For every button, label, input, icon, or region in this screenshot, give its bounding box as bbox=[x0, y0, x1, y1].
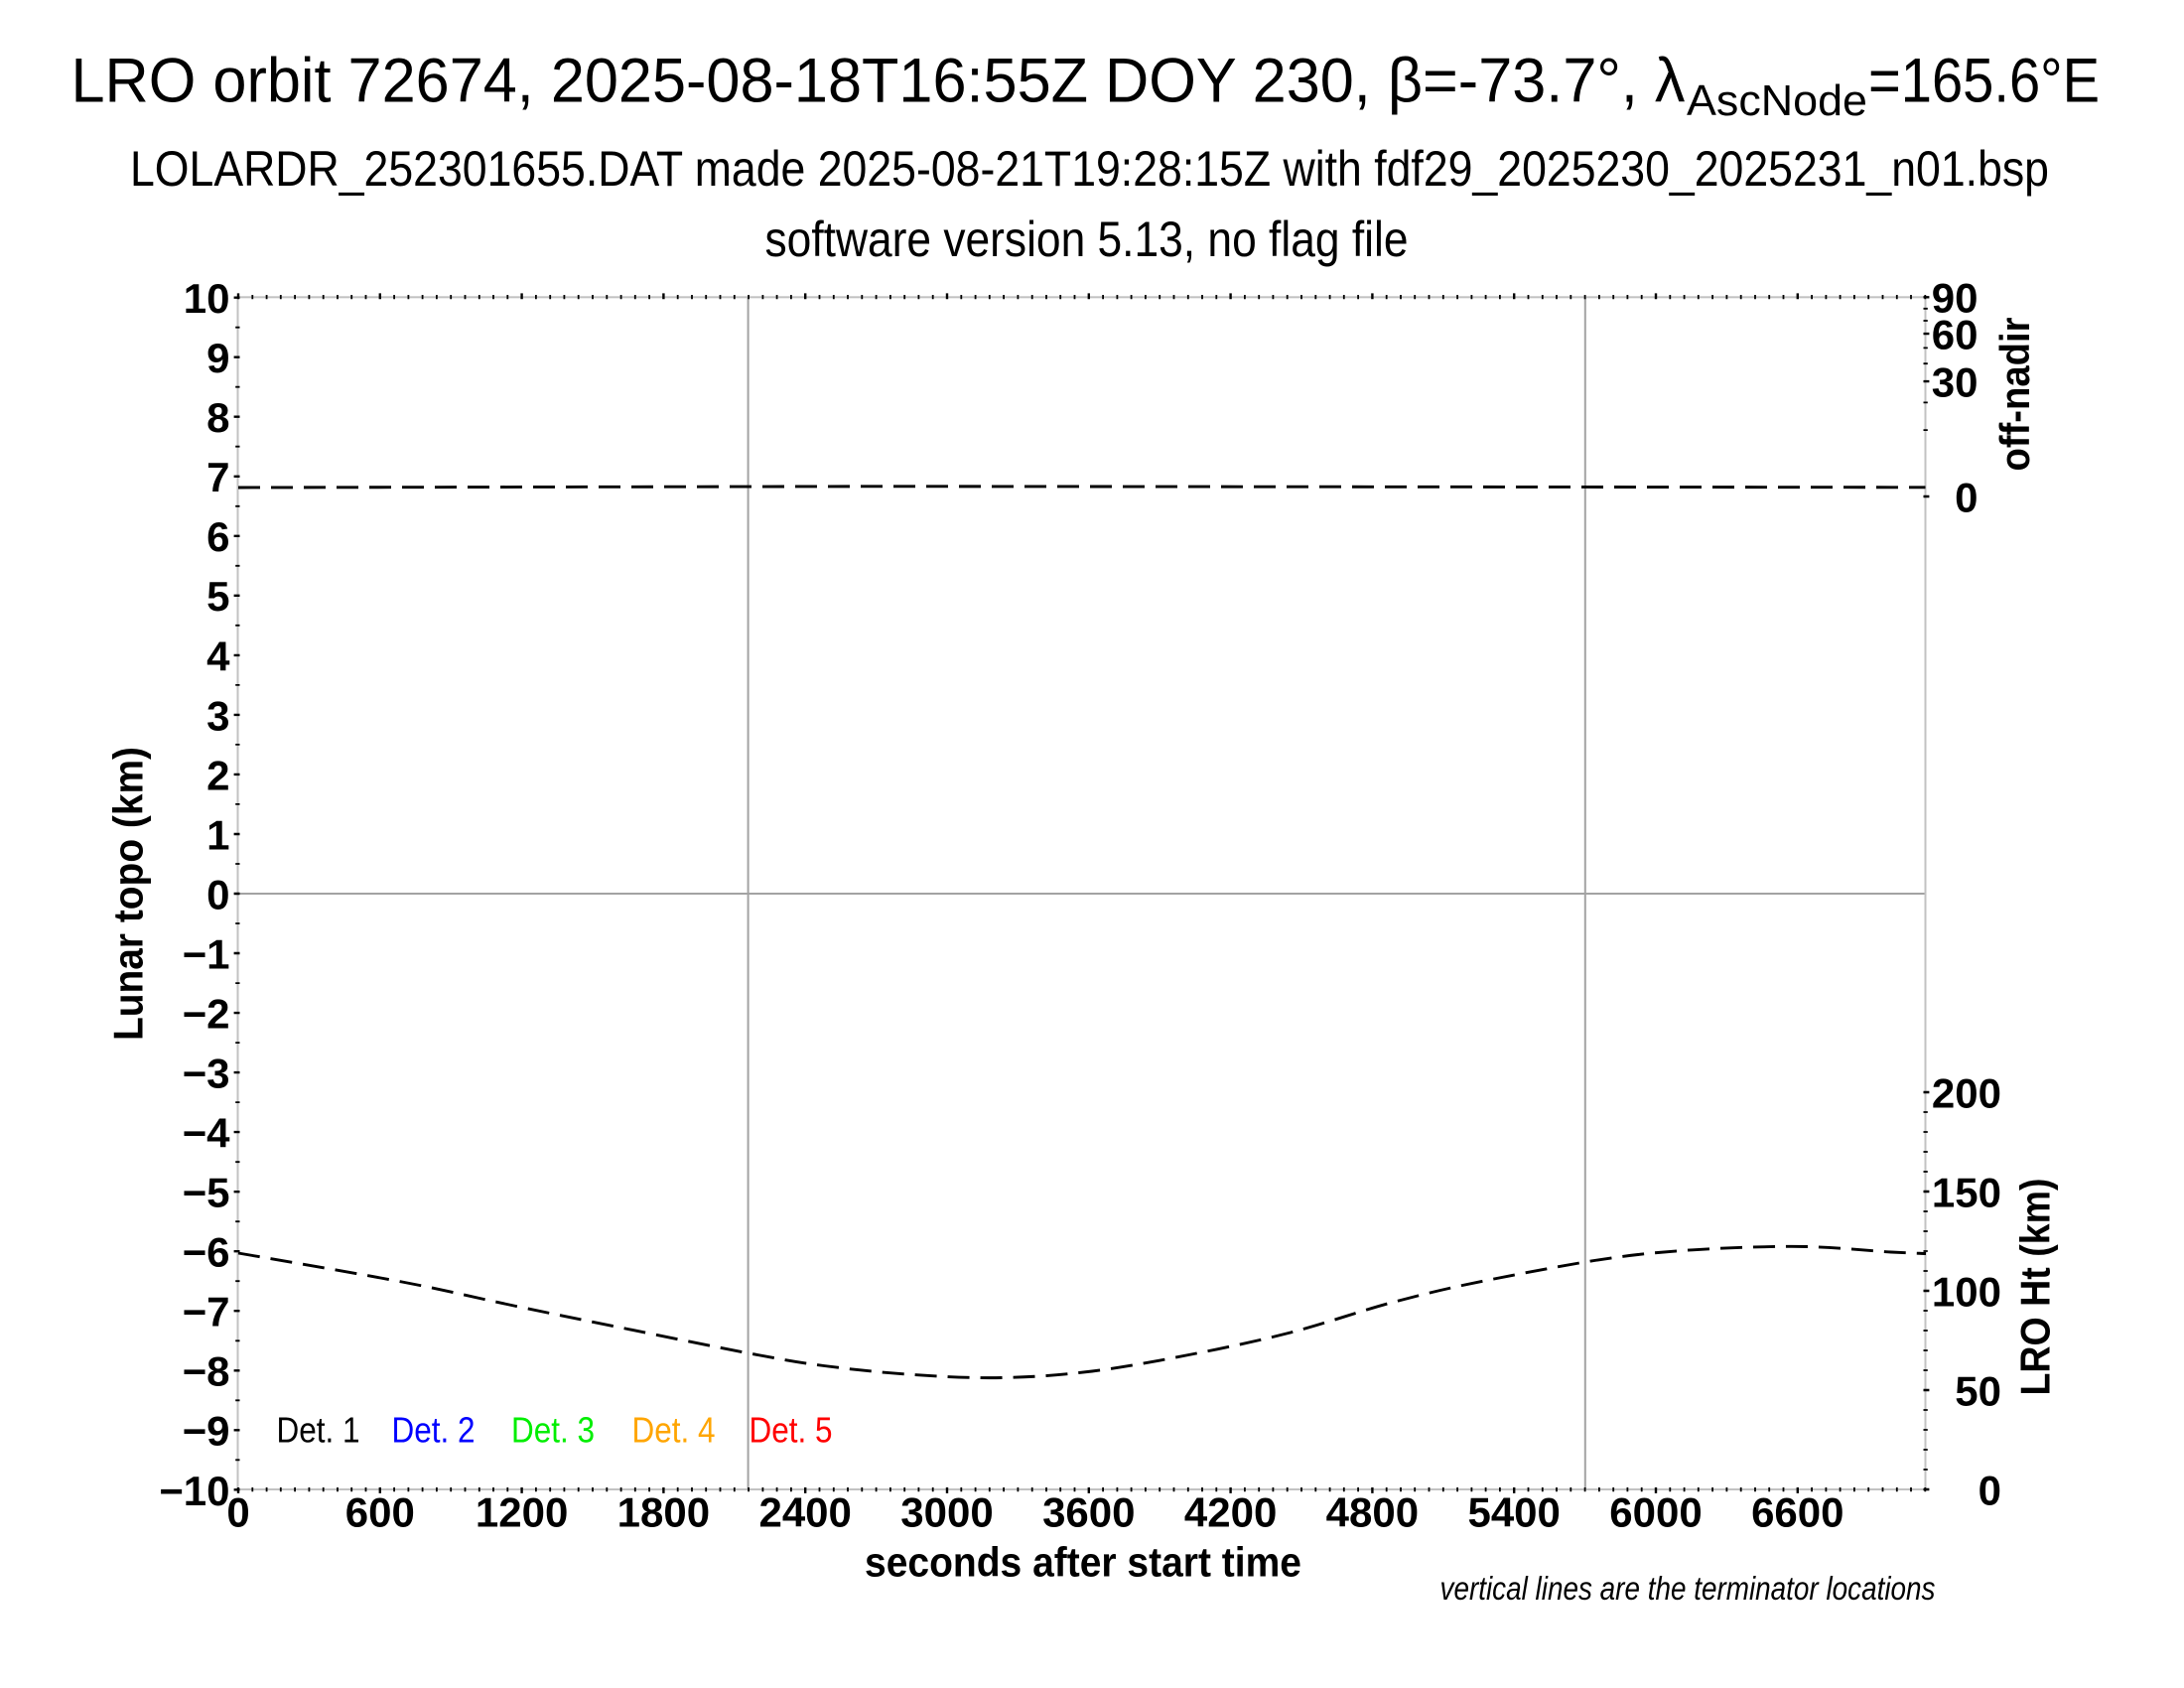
svg-text:1: 1 bbox=[206, 811, 229, 858]
svg-text:9: 9 bbox=[206, 335, 229, 381]
svg-text:−4: −4 bbox=[183, 1110, 231, 1157]
svg-text:vertical lines are the termina: vertical lines are the terminator locati… bbox=[1440, 1570, 1936, 1607]
svg-text:8: 8 bbox=[206, 394, 229, 441]
svg-text:50: 50 bbox=[1955, 1367, 2001, 1414]
svg-text:3000: 3000 bbox=[900, 1489, 993, 1536]
svg-text:10: 10 bbox=[184, 275, 230, 322]
svg-text:−7: −7 bbox=[183, 1289, 230, 1336]
svg-text:150: 150 bbox=[1932, 1169, 2001, 1215]
svg-text:60: 60 bbox=[1932, 312, 1979, 358]
svg-text:−1: −1 bbox=[183, 930, 230, 977]
svg-text:AscNode: AscNode bbox=[1687, 76, 1867, 125]
svg-text:2: 2 bbox=[206, 752, 229, 798]
svg-text:6: 6 bbox=[206, 513, 229, 560]
svg-text:LRO Ht (km): LRO Ht (km) bbox=[2012, 1179, 2059, 1396]
svg-text:software version 5.13, no flag: software version 5.13, no flag file bbox=[765, 211, 1409, 267]
svg-text:off-nadir: off-nadir bbox=[1991, 318, 2038, 472]
svg-text:Det. 3: Det. 3 bbox=[511, 1409, 595, 1450]
svg-text:−3: −3 bbox=[183, 1051, 230, 1097]
svg-text:5400: 5400 bbox=[1467, 1489, 1560, 1536]
svg-text:90: 90 bbox=[1932, 275, 1979, 322]
svg-text:4: 4 bbox=[206, 633, 230, 679]
svg-text:1200: 1200 bbox=[476, 1489, 568, 1536]
svg-text:3600: 3600 bbox=[1042, 1489, 1135, 1536]
svg-text:Det. 4: Det. 4 bbox=[632, 1409, 716, 1450]
svg-text:0: 0 bbox=[206, 871, 229, 917]
svg-text:30: 30 bbox=[1932, 359, 1979, 406]
svg-text:seconds after start time: seconds after start time bbox=[865, 1539, 1301, 1586]
svg-text:4800: 4800 bbox=[1326, 1489, 1419, 1536]
svg-text:1800: 1800 bbox=[617, 1489, 710, 1536]
svg-text:4200: 4200 bbox=[1184, 1489, 1277, 1536]
svg-text:0: 0 bbox=[1979, 1467, 2001, 1513]
svg-text:LOLARDR_252301655.DAT made 202: LOLARDR_252301655.DAT made 2025-08-21T19… bbox=[130, 141, 2049, 197]
svg-text:200: 200 bbox=[1932, 1069, 2001, 1116]
svg-text:LRO orbit 72674, 2025-08-18T16: LRO orbit 72674, 2025-08-18T16:55Z DOY 2… bbox=[71, 47, 1686, 116]
svg-text:Det. 1: Det. 1 bbox=[277, 1409, 360, 1450]
svg-text:100: 100 bbox=[1932, 1268, 2001, 1315]
svg-text:Det. 5: Det. 5 bbox=[750, 1409, 833, 1450]
svg-text:0: 0 bbox=[226, 1489, 249, 1536]
svg-text:6600: 6600 bbox=[1751, 1489, 1843, 1536]
svg-text:=165.6°E: =165.6°E bbox=[1868, 47, 2100, 116]
svg-text:Det. 2: Det. 2 bbox=[392, 1409, 476, 1450]
svg-text:−9: −9 bbox=[183, 1408, 230, 1455]
svg-text:−8: −8 bbox=[183, 1348, 230, 1395]
svg-text:−2: −2 bbox=[183, 990, 230, 1037]
svg-text:Lunar topo (km): Lunar topo (km) bbox=[105, 747, 152, 1041]
svg-text:−6: −6 bbox=[183, 1229, 230, 1276]
svg-text:2400: 2400 bbox=[758, 1489, 851, 1536]
svg-text:3: 3 bbox=[206, 692, 229, 739]
svg-text:600: 600 bbox=[345, 1489, 415, 1536]
svg-text:0: 0 bbox=[1955, 474, 1978, 520]
svg-text:6000: 6000 bbox=[1609, 1489, 1702, 1536]
svg-text:−10: −10 bbox=[159, 1468, 229, 1514]
svg-text:5: 5 bbox=[206, 573, 229, 620]
svg-text:7: 7 bbox=[206, 454, 229, 500]
svg-text:−5: −5 bbox=[183, 1170, 230, 1216]
